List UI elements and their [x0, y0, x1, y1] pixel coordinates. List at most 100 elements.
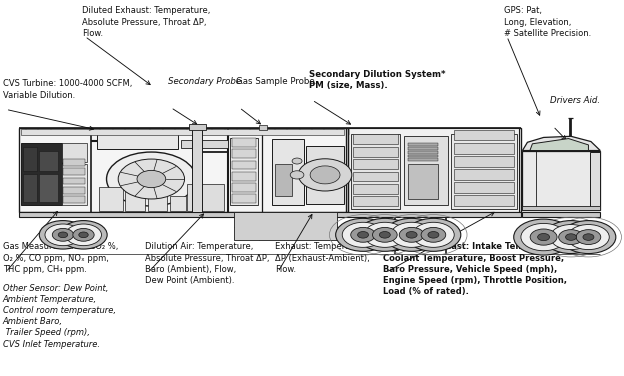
Circle shape	[565, 234, 577, 240]
Bar	[522, 206, 600, 211]
Text: Engine Broadcast: Intake Temperature,
Coolant Temperature, Boost Pressure,
Baro : Engine Broadcast: Intake Temperature, Co…	[383, 242, 569, 296]
Bar	[351, 134, 401, 209]
Bar	[230, 138, 258, 205]
Bar	[353, 159, 398, 169]
Circle shape	[298, 159, 352, 191]
Circle shape	[358, 232, 369, 238]
Bar	[63, 187, 85, 194]
Polygon shape	[530, 138, 588, 150]
Text: Secondary Dilution System*
PM (size, Mass).: Secondary Dilution System* PM (size, Mas…	[309, 70, 446, 90]
Bar	[259, 125, 267, 130]
Text: CVS Turbine: 1000-4000 SCFM,
Variable Dilution.: CVS Turbine: 1000-4000 SCFM, Variable Di…	[2, 79, 132, 100]
Bar	[454, 156, 514, 167]
Circle shape	[118, 159, 185, 199]
Bar	[63, 168, 85, 175]
Circle shape	[60, 221, 107, 249]
Text: Drivers Aid.: Drivers Aid.	[550, 96, 600, 105]
Text: Secondary Probe.: Secondary Probe.	[168, 77, 243, 86]
Circle shape	[290, 171, 304, 179]
Bar	[522, 150, 600, 211]
Circle shape	[336, 218, 391, 251]
Circle shape	[428, 232, 439, 238]
Bar	[63, 159, 85, 165]
Bar	[522, 212, 600, 217]
Bar	[62, 143, 87, 162]
Bar	[170, 196, 185, 211]
Bar	[306, 146, 344, 204]
Circle shape	[406, 218, 461, 251]
Bar	[454, 196, 514, 206]
Circle shape	[384, 218, 439, 251]
Bar	[408, 151, 438, 153]
Circle shape	[521, 223, 567, 251]
Bar	[189, 124, 205, 130]
Bar	[232, 172, 256, 180]
Bar	[19, 128, 520, 212]
Bar	[454, 169, 514, 180]
Circle shape	[351, 227, 376, 242]
Bar	[353, 171, 398, 181]
Text: Dilution Air: Temperature,
Absolute Pressure, Throat ΔP,
Baro (Ambient), Flow,
D: Dilution Air: Temperature, Absolute Pres…	[145, 242, 270, 285]
Bar	[62, 164, 87, 205]
Circle shape	[310, 166, 340, 184]
Text: Diluted Exhaust: Temperature,
Absolute Pressure, Throat ΔP,
Flow.: Diluted Exhaust: Temperature, Absolute P…	[82, 6, 210, 38]
Circle shape	[137, 170, 166, 188]
Bar	[99, 187, 123, 211]
Bar	[39, 150, 58, 171]
Circle shape	[583, 234, 594, 240]
Bar	[63, 196, 85, 203]
Text: GPS: Pat,
Long, Elevation,
# Satellite Precision.: GPS: Pat, Long, Elevation, # Satellite P…	[504, 6, 591, 38]
Circle shape	[538, 233, 550, 241]
Circle shape	[421, 227, 446, 242]
Bar	[408, 155, 438, 157]
Bar	[234, 212, 337, 240]
Circle shape	[568, 224, 609, 250]
Bar	[21, 143, 62, 205]
Bar	[232, 149, 256, 158]
Bar	[180, 139, 228, 148]
Bar	[63, 177, 85, 184]
Circle shape	[550, 224, 592, 250]
Bar	[232, 194, 256, 203]
Circle shape	[399, 227, 424, 242]
Circle shape	[73, 229, 94, 241]
Bar	[271, 139, 304, 205]
Circle shape	[514, 219, 573, 255]
Bar	[232, 183, 256, 192]
Circle shape	[544, 221, 598, 253]
Bar	[404, 136, 448, 205]
Text: Other Sensor: Dew Point,
Ambient Temperature,
Control room temperature,
Ambient : Other Sensor: Dew Point, Ambient Tempera…	[2, 284, 115, 349]
Circle shape	[379, 232, 391, 238]
Text: Gas Sample Probe.: Gas Sample Probe.	[236, 77, 318, 86]
Circle shape	[292, 158, 302, 164]
Circle shape	[391, 222, 432, 247]
Bar	[125, 191, 145, 211]
Bar	[454, 182, 514, 193]
Bar	[97, 135, 178, 149]
Circle shape	[558, 230, 583, 244]
Circle shape	[58, 232, 67, 238]
Bar	[353, 196, 398, 206]
Circle shape	[52, 229, 74, 241]
Bar	[408, 147, 438, 150]
Bar	[232, 138, 256, 147]
Bar	[590, 152, 600, 211]
Bar	[19, 212, 520, 217]
Circle shape	[412, 222, 454, 247]
Bar	[408, 164, 438, 199]
Circle shape	[364, 222, 406, 247]
Bar	[454, 130, 514, 140]
Circle shape	[79, 232, 88, 238]
Bar	[454, 143, 514, 153]
Circle shape	[342, 222, 384, 247]
Text: Gas Measurements: CO₂ %,
O₂ %, CO ppm, NOₓ ppm,
THC ppm, CH₄ ppm.: Gas Measurements: CO₂ %, O₂ %, CO ppm, N…	[2, 242, 118, 274]
Bar	[149, 189, 167, 211]
Bar	[275, 164, 292, 196]
Circle shape	[45, 224, 81, 246]
Bar	[353, 147, 398, 156]
Bar	[39, 174, 58, 202]
Bar	[187, 184, 223, 211]
Bar	[353, 184, 398, 194]
Circle shape	[66, 224, 102, 246]
Bar	[348, 128, 519, 212]
